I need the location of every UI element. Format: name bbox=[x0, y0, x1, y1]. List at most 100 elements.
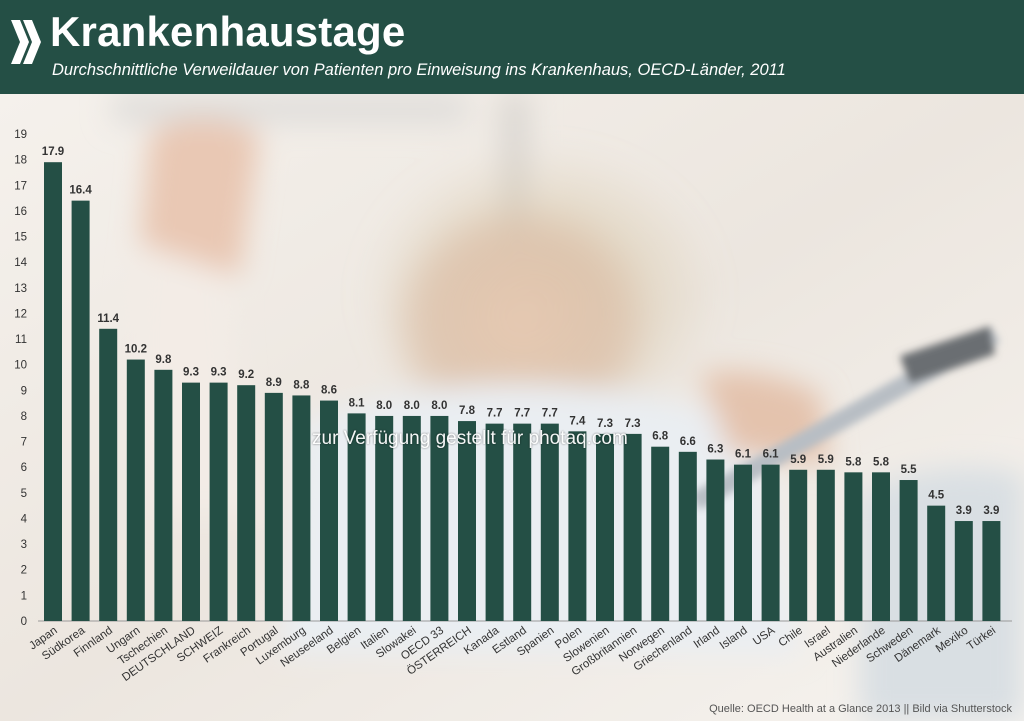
bar bbox=[982, 521, 1001, 621]
bar bbox=[264, 392, 283, 621]
bar-value-label: 8.0 bbox=[376, 400, 392, 412]
bar-value-label: 7.4 bbox=[569, 415, 586, 427]
bar-value-label: 6.8 bbox=[652, 431, 669, 443]
bar-value-label: 5.8 bbox=[873, 456, 890, 468]
y-tick-label: 9 bbox=[21, 385, 27, 397]
category-label: USA bbox=[751, 624, 778, 648]
bar-value-label: 9.2 bbox=[238, 369, 254, 381]
bar bbox=[320, 400, 338, 621]
y-tick-label: 15 bbox=[14, 232, 27, 244]
bar bbox=[651, 446, 670, 621]
y-tick-label: 12 bbox=[14, 308, 27, 320]
category-label: Island bbox=[718, 625, 750, 652]
bar-value-label: 5.9 bbox=[818, 454, 834, 466]
bar bbox=[596, 433, 614, 621]
bar bbox=[126, 359, 145, 621]
bar-value-label: 17.9 bbox=[42, 146, 64, 158]
bar-value-label: 7.7 bbox=[514, 408, 530, 420]
bar bbox=[182, 382, 200, 621]
bar bbox=[706, 459, 725, 621]
watermark-text: zur Verfügung gestellt für photaq.com bbox=[312, 428, 628, 449]
bar bbox=[402, 415, 421, 621]
bar bbox=[899, 480, 918, 621]
bar bbox=[237, 385, 256, 621]
bar-value-label: 3.9 bbox=[956, 505, 972, 517]
bar-value-label: 6.3 bbox=[707, 444, 723, 456]
category-label: Irland bbox=[692, 625, 722, 651]
bar bbox=[430, 415, 449, 621]
chart-subtitle: Durchschnittliche Verweildauer von Patie… bbox=[52, 61, 786, 79]
bar bbox=[99, 328, 118, 621]
category-label: Chile bbox=[777, 625, 805, 650]
bar-value-label: 8.0 bbox=[431, 400, 447, 412]
bar-value-label: 7.7 bbox=[542, 408, 558, 420]
double-chevron-icon bbox=[11, 20, 41, 64]
bar-value-label: 6.1 bbox=[735, 449, 752, 461]
y-tick-label: 4 bbox=[21, 513, 28, 525]
y-tick-label: 0 bbox=[21, 616, 27, 628]
bar-value-label: 7.7 bbox=[487, 408, 503, 420]
bar bbox=[485, 423, 504, 621]
bar bbox=[458, 421, 476, 621]
bar-value-label: 9.8 bbox=[155, 354, 172, 366]
y-tick-label: 19 bbox=[14, 129, 27, 141]
bar-value-label: 8.0 bbox=[404, 400, 420, 412]
y-tick-label: 1 bbox=[21, 590, 27, 602]
bar bbox=[789, 469, 808, 621]
y-tick-label: 18 bbox=[14, 155, 27, 167]
bar bbox=[623, 433, 642, 621]
bar-value-label: 8.9 bbox=[266, 377, 282, 389]
y-tick-label: 7 bbox=[21, 437, 27, 449]
y-tick-label: 10 bbox=[14, 360, 27, 372]
y-tick-label: 2 bbox=[21, 565, 27, 577]
bar-value-label: 8.1 bbox=[349, 397, 366, 409]
bar bbox=[816, 469, 835, 621]
y-tick-label: 8 bbox=[21, 411, 27, 423]
bar bbox=[844, 472, 863, 621]
bar bbox=[568, 431, 587, 621]
bar-value-label: 11.4 bbox=[97, 313, 119, 325]
bar-value-label: 5.5 bbox=[901, 464, 918, 476]
y-tick-label: 3 bbox=[21, 539, 27, 551]
source-note: Quelle: OECD Health at a Glance 2013 || … bbox=[709, 703, 1012, 715]
bar-value-label: 7.3 bbox=[625, 418, 641, 430]
y-tick-label: 11 bbox=[15, 334, 27, 346]
bar bbox=[44, 162, 62, 621]
y-tick-label: 17 bbox=[14, 180, 27, 192]
bar bbox=[954, 521, 973, 621]
y-tick-label: 6 bbox=[21, 462, 27, 474]
y-tick-label: 13 bbox=[14, 283, 27, 295]
bar bbox=[678, 451, 697, 621]
bar-value-label: 9.3 bbox=[211, 367, 227, 379]
bar bbox=[734, 464, 752, 621]
bar bbox=[761, 464, 780, 621]
bar-value-label: 8.6 bbox=[321, 385, 337, 397]
chart-title: Krankenhaustage bbox=[50, 8, 406, 55]
bar-value-label: 3.9 bbox=[983, 505, 999, 517]
bar-value-label: 4.5 bbox=[928, 490, 945, 502]
bar bbox=[513, 423, 532, 621]
bar-value-label: 9.3 bbox=[183, 367, 199, 379]
bar bbox=[872, 472, 890, 621]
bar-value-label: 8.8 bbox=[293, 379, 310, 391]
bar-value-label: 7.8 bbox=[459, 405, 476, 417]
y-tick-label: 16 bbox=[14, 206, 27, 218]
category-label: Mexiko bbox=[934, 625, 971, 656]
category-label: Türkei bbox=[965, 625, 998, 653]
bar-value-label: 6.6 bbox=[680, 436, 696, 448]
bar-value-label: 16.4 bbox=[69, 185, 92, 197]
bar-value-label: 5.8 bbox=[845, 456, 862, 468]
bar bbox=[927, 505, 946, 621]
bar bbox=[540, 423, 559, 621]
bar-value-label: 6.1 bbox=[763, 449, 780, 461]
header-banner: Krankenhaustage Durchschnittliche Verwei… bbox=[0, 0, 1024, 94]
bar bbox=[347, 413, 366, 621]
y-tick-label: 14 bbox=[14, 257, 27, 269]
bar-value-label: 7.3 bbox=[597, 418, 613, 430]
y-tick-label: 5 bbox=[21, 488, 27, 500]
bar bbox=[209, 382, 228, 621]
bar bbox=[375, 415, 394, 621]
bar-value-label: 10.2 bbox=[125, 344, 147, 356]
